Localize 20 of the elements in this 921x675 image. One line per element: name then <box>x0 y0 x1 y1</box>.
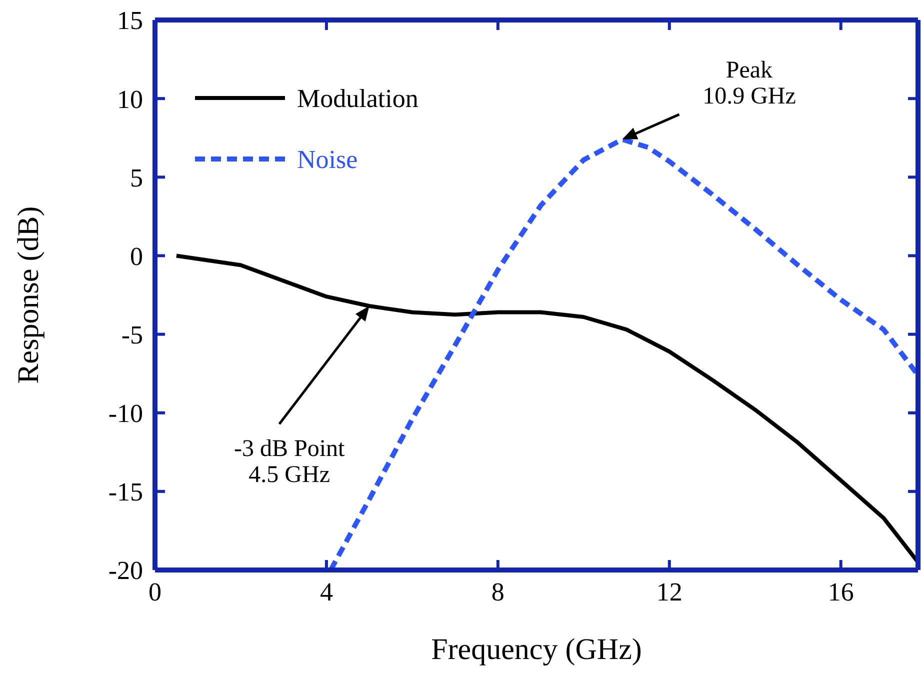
y-axis-title: Response (dB) <box>12 206 45 384</box>
legend-label: Modulation <box>297 84 418 113</box>
x-tick-label: 12 <box>656 577 682 606</box>
y-tick-label: 5 <box>130 163 143 192</box>
x-tick-label: 4 <box>320 577 333 606</box>
line-series <box>174 254 918 564</box>
annotation: Peak 10.9 GHz <box>702 57 796 110</box>
y-tick-label: -15 <box>108 478 143 507</box>
x-tick-label: 0 <box>148 577 162 606</box>
y-tick-label: -20 <box>108 556 143 586</box>
y-tick-label: 10 <box>117 84 143 114</box>
legend-label: Noise <box>297 145 358 174</box>
x-tick-label: 8 <box>491 577 504 606</box>
y-tick-label: -5 <box>121 320 143 350</box>
annotation: -3 dB Point 4.5 GHz <box>234 436 345 488</box>
x-tick-label: 16 <box>828 577 854 606</box>
y-tick-label: -10 <box>108 399 143 428</box>
y-tick-label: 0 <box>130 242 143 271</box>
x-axis-title: Frequency (GHz) <box>431 633 642 666</box>
y-tick-label: 15 <box>117 6 143 36</box>
